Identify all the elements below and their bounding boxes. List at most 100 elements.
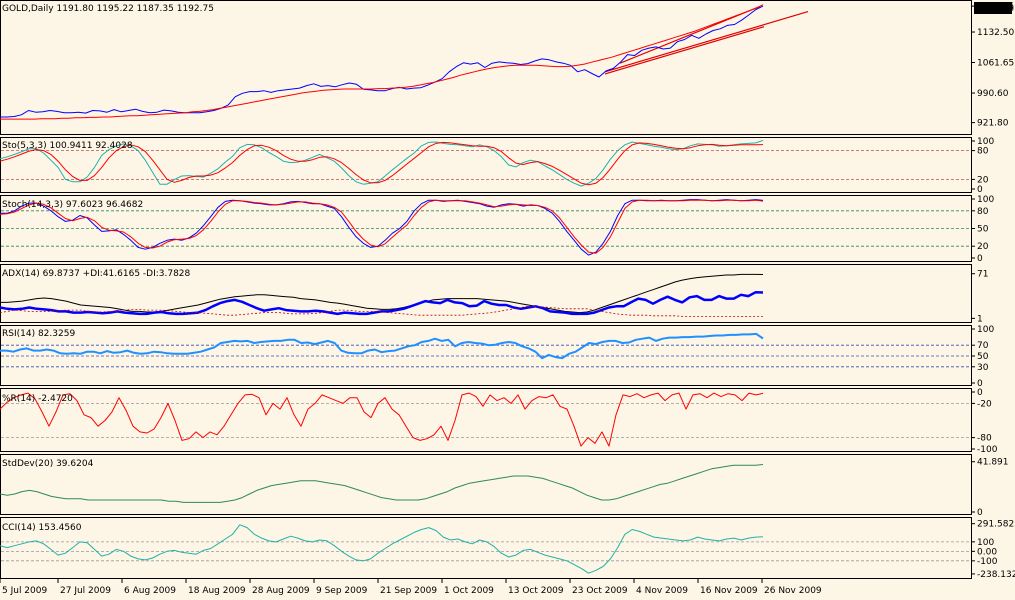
panel-adx: 71 1 ADX(14) 69.8737 +DI:41.6165 -DI:3.78… bbox=[0, 264, 988, 324]
sto1-series-line-0 bbox=[0, 140, 764, 187]
price-series-line-1 bbox=[0, 4, 764, 120]
price-ytick-label-3: 990.60 bbox=[977, 89, 1009, 99]
panel-price-border bbox=[0, 0, 972, 135]
sto2-ytick-label-3: 20 bbox=[977, 242, 989, 252]
x-tick-label-8: 13 Oct 2009 bbox=[508, 586, 564, 596]
stddev-ytick-label-0: 41.891 bbox=[977, 458, 1009, 468]
cci-ytick-label-2: 0.00 bbox=[977, 547, 997, 557]
panel-stddev: 41.891 0 StdDev(20) 39.6204 bbox=[0, 454, 1009, 518]
price-current-label: 1192.75 bbox=[977, 4, 1014, 14]
sto1-header: Sto(5,3,3) 100.9411 92.4028 bbox=[2, 141, 133, 151]
price-header: GOLD,Daily 1191.80 1195.22 1187.35 1192.… bbox=[2, 4, 214, 14]
sto1-ytick-label-2: 20 bbox=[977, 175, 989, 185]
price-plot bbox=[0, 4, 764, 120]
rsi-header: RSI(14) 82.3259 bbox=[2, 329, 75, 339]
price-ytick-label-2: 1061.65 bbox=[977, 58, 1014, 68]
cci-plot bbox=[0, 524, 764, 574]
sto2-ytick-label-4: 0 bbox=[977, 254, 983, 264]
cci-header: CCI(14) 153.4560 bbox=[2, 523, 82, 533]
sto2-plot bbox=[0, 199, 764, 256]
sto2-header: Stoch(14,3,3) 97.6023 96.4682 bbox=[2, 200, 143, 210]
panel-stddev-bg bbox=[0, 454, 972, 515]
x-tick-label-4: 28 Aug 2009 bbox=[252, 586, 310, 596]
wpr-ytick-label-1: -20 bbox=[977, 399, 992, 409]
x-tick-label-2: 6 Aug 2009 bbox=[124, 586, 176, 596]
sto2-levels bbox=[1, 210, 971, 247]
panel-price-bg bbox=[0, 0, 972, 135]
panel-wpr: 0-20 -80-100 %R(14) -2.4720 bbox=[0, 388, 998, 455]
x-axis: 5 Jul 2009 27 Jul 2009 6 Aug 2009 18 Aug 20… bbox=[0, 579, 822, 596]
adx-series-line-1 bbox=[0, 290, 764, 316]
adx-series-line-0 bbox=[0, 273, 764, 314]
sto2-ytick-label-1: 80 bbox=[977, 207, 989, 217]
panel-wpr-bg bbox=[0, 388, 972, 452]
price-current-box bbox=[974, 2, 1012, 14]
adx-ytick-label-1: 1 bbox=[977, 314, 983, 324]
wpr-ytick-label-2: -80 bbox=[977, 434, 992, 444]
sto1-ytick-label-0: 100 bbox=[977, 137, 994, 147]
x-tick-label-0: 5 Jul 2009 bbox=[2, 586, 47, 596]
rsi-series-line-0 bbox=[0, 332, 764, 360]
price-ytick-label-4: 921.80 bbox=[977, 119, 1009, 129]
sto2-series-line-0 bbox=[0, 199, 764, 256]
panel-price: 1192.75 1132.50 1061.65 990.60 921.80 1192.7… bbox=[0, 0, 1014, 135]
x-tick-label-1: 27 Jul 2009 bbox=[60, 586, 111, 596]
sto1-plot bbox=[0, 140, 764, 187]
panel-stddev-border bbox=[0, 454, 972, 515]
adx-y-axis: 71 1 bbox=[972, 270, 988, 324]
adx-plot bbox=[0, 273, 764, 318]
x-tick-label-11: 16 Nov 2009 bbox=[700, 586, 758, 596]
cci-series-line-0 bbox=[0, 524, 764, 574]
panel-cci-border bbox=[0, 517, 972, 579]
rsi-ytick-label-1: 70 bbox=[977, 341, 989, 351]
cci-ytick-label-3: -100 bbox=[977, 557, 998, 567]
cci-ytick-label-1: 100 bbox=[977, 538, 994, 548]
price-y-axis: 1192.75 1132.50 1061.65 990.60 921.80 bbox=[972, 2, 1014, 129]
wpr-plot bbox=[0, 392, 764, 447]
sto1-ytick-label-1: 80 bbox=[977, 147, 989, 157]
sto1-levels bbox=[1, 150, 971, 180]
panel-adx-border bbox=[0, 264, 972, 323]
sto2-ytick-label-0: 100 bbox=[977, 195, 994, 205]
wpr-ytick-label-0: 0 bbox=[977, 388, 983, 398]
wpr-ytick-label-3: -100 bbox=[977, 445, 998, 455]
price-ytick-label-1: 1132.50 bbox=[977, 28, 1014, 38]
panel-sto2-border bbox=[0, 195, 972, 262]
x-tick-label-9: 23 Oct 2009 bbox=[572, 586, 628, 596]
stddev-header: StdDev(20) 39.6204 bbox=[2, 459, 94, 469]
x-tick-label-3: 18 Aug 2009 bbox=[188, 586, 246, 596]
wpr-header: %R(14) -2.4720 bbox=[2, 394, 73, 404]
adx-ytick-label-0: 71 bbox=[977, 270, 988, 280]
wpr-series-line-0 bbox=[0, 392, 764, 447]
price-series-line-0 bbox=[0, 5, 764, 118]
sto2-series-line-1 bbox=[0, 199, 764, 254]
panel-rsi-bg bbox=[0, 325, 972, 386]
wpr-y-axis: 0-20 -80-100 bbox=[972, 388, 998, 455]
x-tick-label-12: 26 Nov 2009 bbox=[764, 586, 822, 596]
panel-sto1-border bbox=[0, 137, 972, 193]
stddev-ytick-label-1: 0 bbox=[977, 508, 983, 518]
sto2-ytick-label-2: 50 bbox=[977, 225, 989, 235]
x-tick-label-7: 1 Oct 2009 bbox=[444, 586, 494, 596]
panel-sto1-bg bbox=[0, 137, 972, 193]
panel-cci-bg bbox=[0, 517, 972, 579]
adx-header: ADX(14) 69.8737 +DI:41.6165 -DI:3.7828 bbox=[2, 269, 191, 279]
sto2-y-axis: 100 80 50 20 0 bbox=[972, 195, 994, 264]
rsi-plot bbox=[0, 332, 764, 360]
price-channel-line-2 bbox=[604, 26, 765, 75]
wpr-levels bbox=[1, 402, 971, 439]
stddev-plot bbox=[0, 464, 764, 503]
rsi-ytick-label-3: 30 bbox=[977, 363, 989, 373]
rsi-ytick-label-2: 50 bbox=[977, 352, 989, 362]
panel-wpr-border bbox=[0, 388, 972, 452]
x-tick-label-10: 4 Nov 2009 bbox=[636, 586, 688, 596]
panel-sto2: 100 80 50 20 0 Stoch(14,3,3) 97.6023 96.4682 bbox=[0, 195, 994, 264]
sto1-series-line-1 bbox=[0, 141, 764, 186]
x-tick-label-5: 9 Sep 2009 bbox=[316, 586, 368, 596]
